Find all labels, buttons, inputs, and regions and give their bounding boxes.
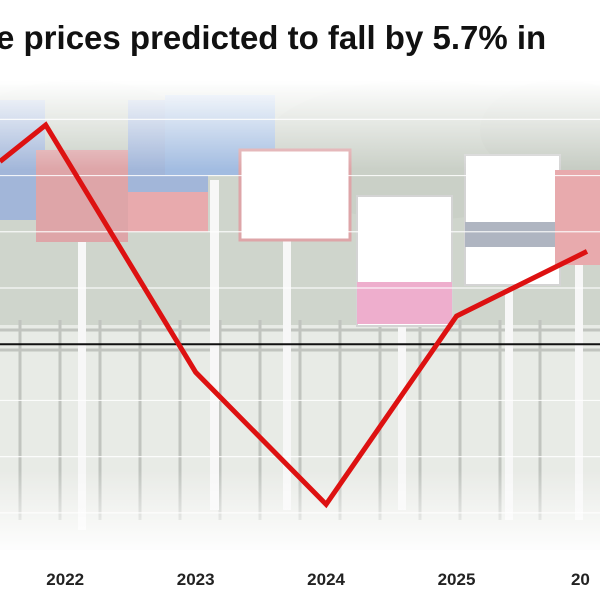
x-tick-label: 2024 [307, 570, 345, 589]
x-tick-label: 2022 [46, 570, 84, 589]
top-fade [0, 80, 600, 170]
series-line-price-change [0, 121, 589, 509]
wash-overlay [0, 80, 600, 555]
x-tick-label: 20 [571, 570, 590, 589]
x-axis-ticks: 2022 2023 2024 2025 20 [46, 570, 590, 589]
chart-title: e prices predicted to fall by 5.7% in [0, 19, 546, 56]
x-tick-label: 2025 [438, 570, 476, 589]
gridlines [0, 118, 600, 514]
x-tick-label: 2023 [177, 570, 215, 589]
